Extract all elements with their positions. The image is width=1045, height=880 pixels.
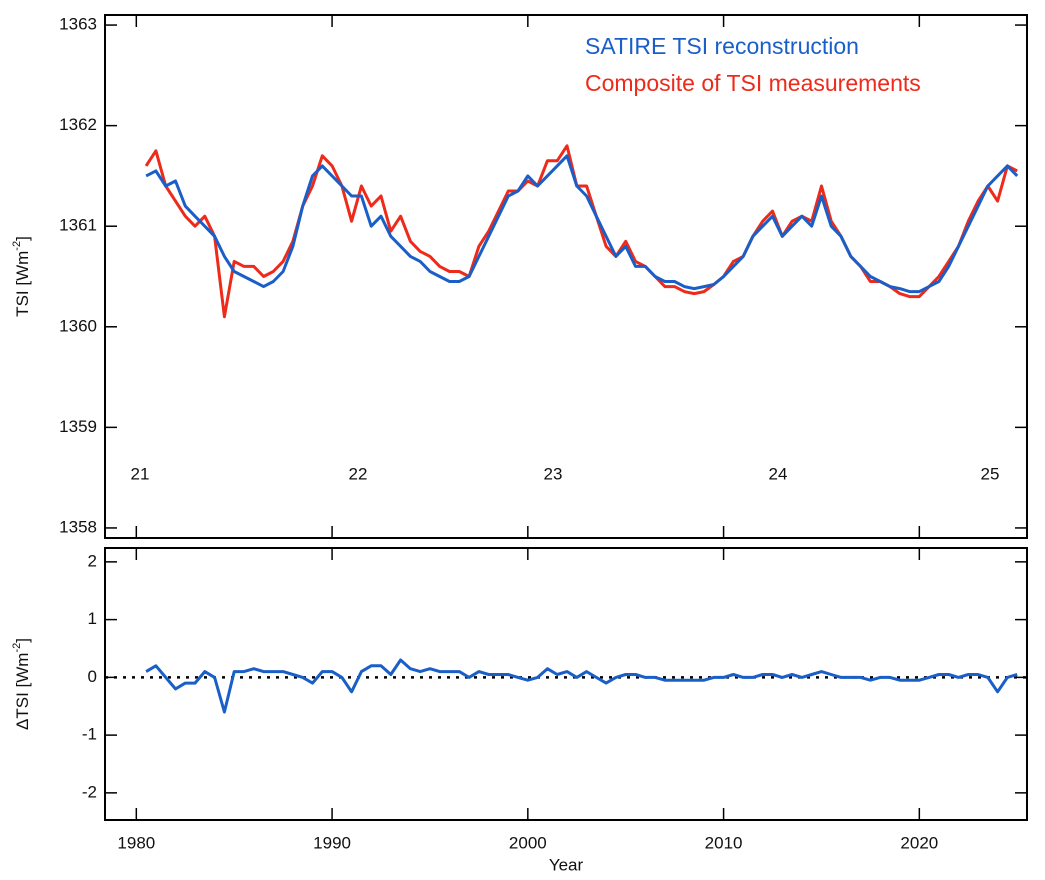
- y-axis-label-part: -2: [11, 643, 23, 653]
- y-tick-label: 0: [88, 667, 97, 686]
- cycle-label: 22: [349, 464, 368, 483]
- x-tick-label: 2010: [705, 833, 743, 852]
- cycle-label: 25: [981, 464, 1000, 483]
- y-tick-label: -2: [82, 782, 97, 801]
- legend-entry: Composite of TSI measurements: [585, 70, 921, 96]
- y-axis-label: ΔTSI [Wm-2]: [11, 638, 33, 730]
- y-axis-label-part: -2: [11, 241, 23, 251]
- y-axis-label-part: TSI [Wm: [13, 251, 32, 317]
- series-line: [145, 658, 1018, 714]
- cycle-label: 23: [544, 464, 563, 483]
- plot-frame: [104, 547, 1028, 821]
- x-axis-label: Year: [549, 855, 584, 874]
- y-tick-label: 1: [88, 609, 97, 628]
- y-axis-label: TSI [Wm-2]: [11, 236, 33, 317]
- y-tick-label: -1: [82, 725, 97, 744]
- x-tick-label: 2000: [509, 833, 547, 852]
- y-tick-label: 1363: [59, 15, 97, 34]
- x-tick-label: 1990: [313, 833, 351, 852]
- y-axis-label-part: ]: [13, 638, 32, 643]
- y-tick-label: 1358: [59, 517, 97, 536]
- series-line: [144, 144, 1018, 319]
- cycle-label: 24: [769, 464, 788, 483]
- series-line: [145, 154, 1019, 294]
- x-tick-label: 2020: [900, 833, 938, 852]
- y-tick-label: 2: [88, 551, 97, 570]
- y-tick-label: 1361: [59, 216, 97, 235]
- y-tick-label: 1362: [59, 115, 97, 134]
- cycle-label: 21: [131, 464, 150, 483]
- plot-frame: [104, 14, 1028, 539]
- x-tick-label: 1980: [117, 833, 155, 852]
- y-tick-label: 1360: [59, 316, 97, 335]
- y-tick-label: 1359: [59, 417, 97, 436]
- y-axis-label-part: ]: [13, 236, 32, 241]
- legend-entry: SATIRE TSI reconstruction: [585, 33, 859, 59]
- y-axis-label-part: ΔTSI [Wm: [13, 653, 32, 730]
